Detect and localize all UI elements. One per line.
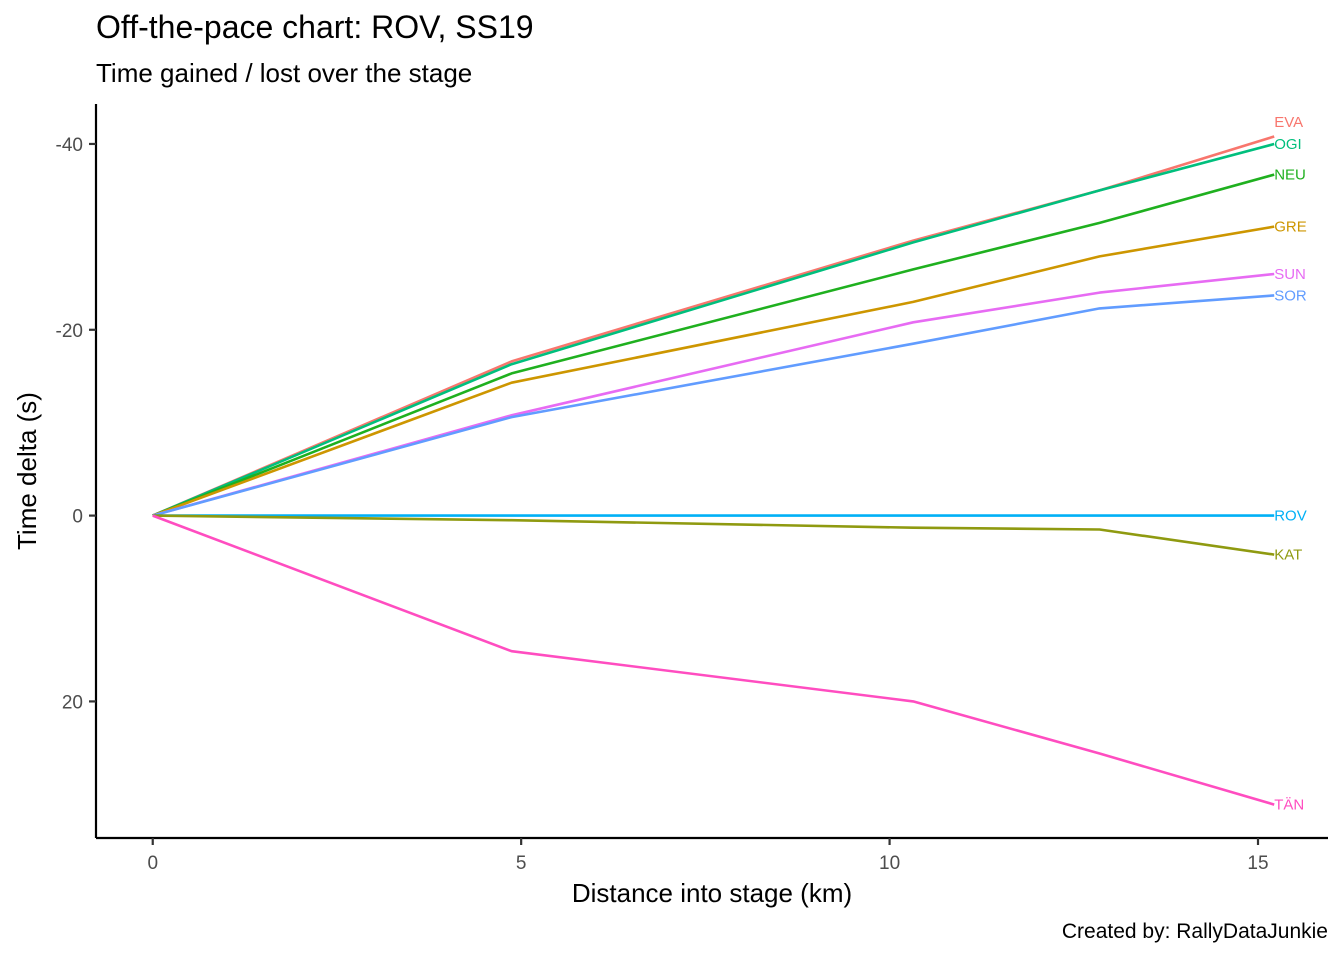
x-tick-label: 15 [1247, 853, 1268, 874]
series-line-kat [152, 514, 1275, 556]
x-axis-title: Distance into stage (km) [572, 878, 852, 908]
series-label-neu: NEU [1274, 167, 1306, 184]
y-axis-title: Time delta (s) [12, 392, 42, 550]
series-line-neu [152, 173, 1275, 517]
series-line-eva [152, 135, 1275, 517]
series-labels: EVA OGI NEU GRE SUN SOR ROV KAT TÄN [1274, 114, 1307, 814]
y-tick-label: 20 [62, 692, 83, 713]
series-label-eva: EVA [1274, 114, 1303, 131]
series-label-ogi: OGI [1274, 136, 1302, 153]
x-tick-label: 5 [516, 853, 527, 874]
series-lines [152, 135, 1275, 806]
series-label-tän: TÄN [1274, 797, 1304, 814]
y-tick-label: -40 [56, 135, 83, 156]
series-label-sor: SOR [1274, 287, 1307, 304]
series-line-sor [152, 294, 1275, 517]
series-label-kat: KAT [1274, 547, 1302, 564]
x-tick-label: 0 [147, 853, 158, 874]
y-tick-label: 0 [72, 507, 83, 528]
series-label-sun: SUN [1274, 266, 1306, 283]
axes: 0 5 10 15 -40 -20 0 20 Distance into stage (km) T… [12, 104, 1328, 908]
series-line-gre [152, 225, 1275, 517]
chart-caption: Created by: RallyDataJunkie [1061, 920, 1328, 943]
chart-title: Off-the-pace chart: ROV, SS19 [96, 9, 534, 45]
series-label-rov: ROV [1274, 508, 1307, 525]
chart-subtitle: Time gained / lost over the stage [96, 58, 473, 88]
y-tick-label: -20 [56, 321, 83, 342]
series-line-ogi [152, 142, 1275, 517]
series-line-tän [152, 514, 1275, 806]
series-label-gre: GRE [1274, 219, 1307, 236]
series-line-sun [152, 272, 1275, 517]
x-tick-label: 10 [879, 853, 900, 874]
